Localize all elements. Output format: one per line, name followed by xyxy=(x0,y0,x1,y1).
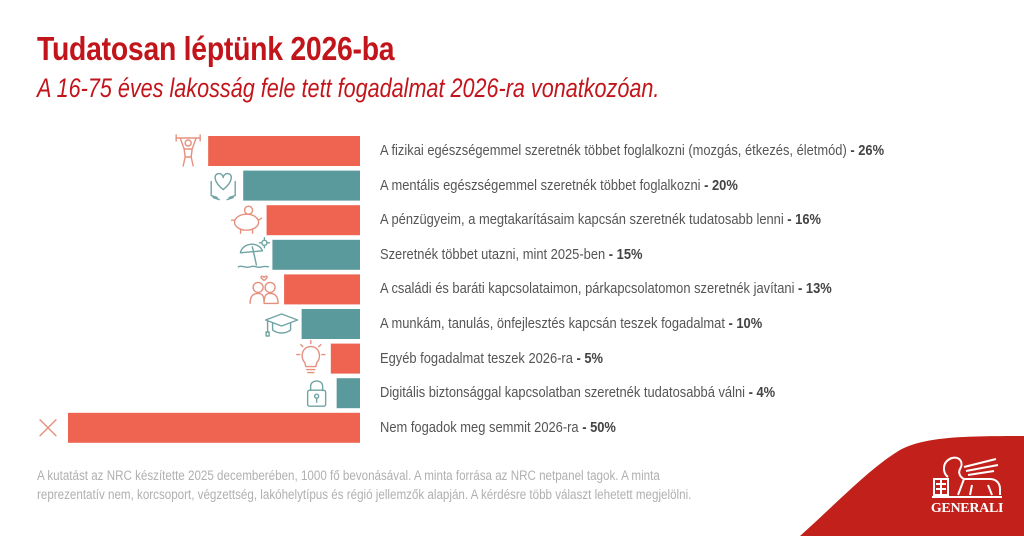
bar-label: A pénzügyeim, a megtakarításaim kapcsán … xyxy=(380,211,821,228)
bar-label-text: Digitális biztonsággal kapcsolatban szer… xyxy=(380,384,749,402)
bar-label: Digitális biztonsággal kapcsolatban szer… xyxy=(380,384,775,401)
bar-9 xyxy=(68,412,360,443)
generali-logo: GENERALI xyxy=(931,456,1003,516)
footnote-line-2: reprezentatív nem, korcsoport, végzettsé… xyxy=(37,487,692,502)
bar-value-label: - 26% xyxy=(850,142,885,159)
footnote: A kutatást az NRC készítette 2025 decemb… xyxy=(37,466,691,504)
lightbulb-icon xyxy=(296,339,326,374)
bar-label: Egyéb fogadalmat teszek 2026-ra - 5% xyxy=(380,350,603,367)
graduation-cap-icon xyxy=(264,313,299,337)
bar-label: A mentális egészségemmel szeretnék többe… xyxy=(380,177,738,194)
bar-6 xyxy=(301,309,360,339)
bar-value-label: - 50% xyxy=(582,418,616,436)
bar-5 xyxy=(284,274,360,305)
lion-icon xyxy=(932,456,1002,498)
weightlifter-icon xyxy=(175,134,201,167)
bar-1 xyxy=(208,136,360,166)
piggy-bank-icon xyxy=(230,205,263,234)
bar-label-text: Nem fogadok meg semmit 2026-ra xyxy=(380,418,583,436)
bar-label-text: Szeretnék többet utazni, mint 2025-ben xyxy=(380,245,609,263)
page-subtitle: A 16-75 éves lakosság fele tett fogadalm… xyxy=(37,73,660,103)
x-mark-icon xyxy=(39,419,57,437)
bar-label-text: Egyéb fogadalmat teszek 2026-ra xyxy=(380,349,577,367)
bar-3 xyxy=(266,205,360,236)
bar-label-text: A fizikai egészségemmel szeretnék többet… xyxy=(380,142,851,159)
bar-label-text: A mentális egészségemmel szeretnék többe… xyxy=(380,176,705,194)
bar-value-label: - 4% xyxy=(748,384,776,402)
bar-value-label: - 15% xyxy=(608,245,643,263)
bar-label: A fizikai egészségemmel szeretnék többet… xyxy=(380,142,884,159)
bar-label: A munkám, tanulás, önfejlesztés kapcsán … xyxy=(380,315,762,332)
padlock-icon xyxy=(306,380,327,407)
bar-4 xyxy=(272,239,360,270)
beach-umbrella-icon xyxy=(237,237,271,269)
bar-label-text: A munkám, tanulás, önfejlesztés kapcsán … xyxy=(380,315,729,332)
bar-label: Szeretnék többet utazni, mint 2025-ben -… xyxy=(380,246,642,263)
bar-value-label: - 5% xyxy=(576,349,604,367)
couple-heart-icon xyxy=(249,275,279,305)
bar-label-text: A pénzügyeim, a megtakarításaim kapcsán … xyxy=(380,211,788,229)
bar-label-text: A családi és baráti kapcsolataimon, párk… xyxy=(380,280,799,298)
bar-value-label: - 16% xyxy=(787,211,822,229)
heart-hands-icon xyxy=(210,172,236,201)
bar-8 xyxy=(336,378,360,409)
bar-7 xyxy=(330,343,360,374)
logo-text: GENERALI xyxy=(931,501,1003,516)
page-title: Tudatosan léptünk 2026-ba xyxy=(37,30,395,67)
bar-label: A családi és baráti kapcsolataimon, párk… xyxy=(380,280,832,297)
bar-value-label: - 20% xyxy=(704,176,738,194)
bar-2 xyxy=(243,170,360,201)
bar-value-label: - 10% xyxy=(728,315,763,332)
footnote-line-1: A kutatást az NRC készítette 2025 decemb… xyxy=(37,468,660,483)
bar-value-label: - 13% xyxy=(798,280,832,298)
bar-label: Nem fogadok meg semmit 2026-ra - 50% xyxy=(380,419,616,436)
